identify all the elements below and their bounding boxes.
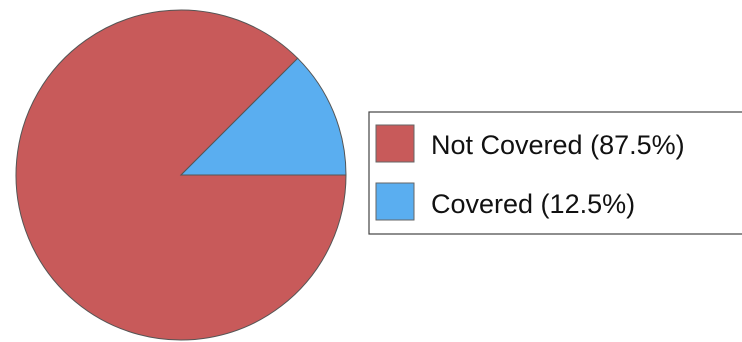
pie-slices — [15, 9, 347, 341]
legend: Not Covered (87.5%) Covered (12.5%) — [368, 111, 742, 235]
pie-slice-covered — [179, 57, 347, 176]
pie-slice-not-covered — [15, 9, 347, 341]
legend-label-covered: Covered (12.5%) — [431, 189, 635, 219]
legend-swatch-covered — [375, 182, 415, 221]
legend-box — [368, 111, 742, 235]
legend-swatch-not-covered — [375, 124, 415, 163]
legend-label-not-covered: Not Covered (87.5%) — [431, 130, 685, 160]
